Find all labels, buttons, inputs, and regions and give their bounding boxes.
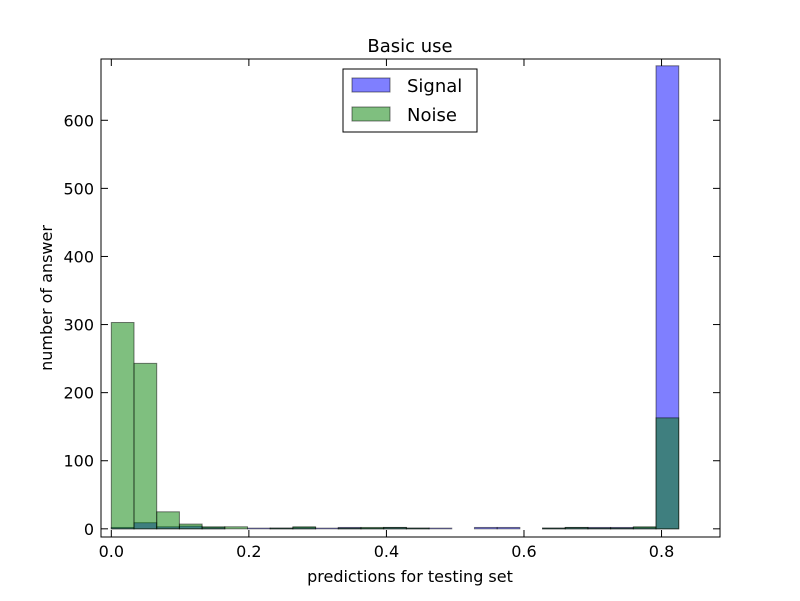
legend-label-noise: Noise — [407, 105, 457, 126]
bar-noise — [383, 526, 407, 530]
bar-noise — [360, 526, 385, 530]
bar-signal — [315, 527, 339, 530]
x-tick-label: 0.4 — [374, 542, 399, 561]
bar-noise — [110, 322, 135, 530]
chart-title: Basic use — [367, 36, 452, 57]
bar-noise — [156, 511, 180, 530]
y-tick-label: 0 — [84, 520, 94, 539]
bar-noise — [587, 527, 612, 530]
y-tick-label: 200 — [63, 384, 94, 403]
legend-label-signal: Signal — [407, 76, 462, 97]
bar-noise — [269, 527, 294, 530]
bar-signal — [496, 526, 521, 530]
y-tick-label: 400 — [63, 247, 94, 266]
bar-noise — [292, 526, 317, 530]
bar-noise — [405, 527, 430, 530]
bar-noise — [201, 526, 226, 530]
series-signal — [110, 65, 680, 530]
legend: Signal Noise — [342, 68, 478, 133]
plot-frame — [100, 58, 721, 538]
bar-noise — [178, 523, 203, 530]
bar-noise — [542, 527, 566, 530]
x-tick-label: 0.0 — [99, 542, 124, 561]
bar-noise — [224, 526, 248, 530]
y-axis-label: number of answer — [37, 225, 56, 371]
bar-noise — [133, 362, 158, 530]
y-tick-label: 300 — [63, 316, 94, 335]
series-noise — [110, 322, 680, 530]
x-tick-label: 0.8 — [649, 542, 674, 561]
bar-noise — [632, 526, 657, 530]
x-tick-label: 0.2 — [236, 542, 261, 561]
x-axis-label: predictions for testing set — [307, 567, 513, 586]
bar-noise — [337, 527, 362, 530]
legend-swatch-noise — [351, 106, 391, 122]
legend-swatch-signal — [351, 77, 391, 93]
plot-area — [110, 65, 680, 530]
bar-signal — [428, 527, 453, 530]
y-tick-label: 100 — [63, 452, 94, 471]
bar-noise — [610, 527, 634, 530]
bar-signal — [473, 526, 498, 530]
bar-signal — [246, 527, 271, 530]
x-tick-label: 0.6 — [511, 542, 536, 561]
axes: 0.0 0.2 0.4 0.6 0.8 0 100 200 300 400 500 600 — [63, 58, 721, 561]
y-tick-label: 600 — [63, 111, 94, 130]
bar-noise — [564, 526, 589, 530]
bar-noise — [655, 417, 680, 530]
y-tick-label: 500 — [63, 179, 94, 198]
